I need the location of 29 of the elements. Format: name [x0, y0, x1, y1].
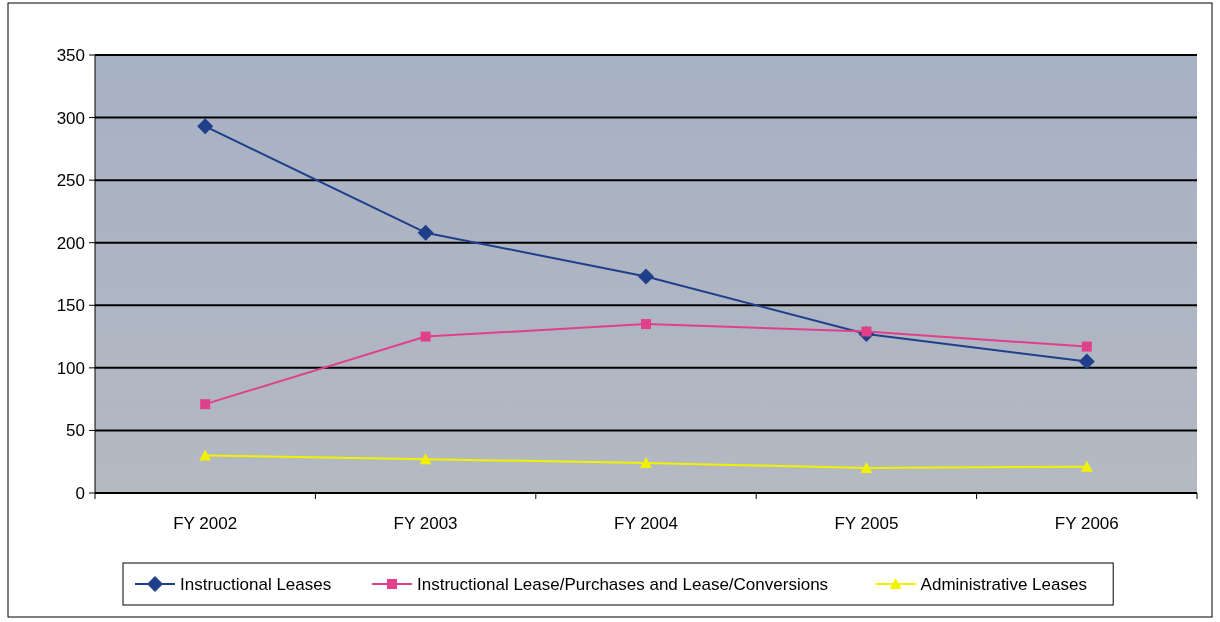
x-tick-label: FY 2004	[614, 514, 678, 533]
point	[200, 399, 211, 410]
point	[197, 118, 214, 135]
x-tick-label: FY 2003	[393, 514, 458, 533]
y-tick-label: 250	[56, 171, 85, 191]
y-tick-label: 50	[66, 421, 85, 441]
y-tick-label: 300	[56, 108, 85, 128]
legend-label: Instructional Lease/Purchases and Lease/Conversions	[417, 575, 829, 594]
point	[640, 456, 652, 468]
point	[1078, 353, 1095, 370]
point	[638, 268, 654, 285]
legend-label: Administrative Leases	[920, 575, 1087, 594]
point	[420, 331, 431, 342]
x-tick-label: FY 2002	[173, 514, 238, 533]
point	[417, 224, 434, 241]
x-tick-label: FY 2006	[1054, 514, 1119, 533]
point	[641, 319, 651, 330]
y-tick-label: 200	[56, 233, 85, 253]
y-tick-label: 150	[56, 296, 85, 316]
point	[1081, 341, 1092, 352]
point	[419, 453, 432, 465]
point	[199, 449, 212, 461]
legend-label: Instructional Leases	[180, 575, 332, 594]
point	[1080, 460, 1093, 472]
y-tick-label: 0	[75, 484, 85, 503]
y-tick-label: 100	[56, 358, 85, 378]
x-tick-label: FY 2005	[834, 514, 899, 533]
point	[860, 461, 873, 473]
y-tick-label: 350	[56, 46, 85, 65]
